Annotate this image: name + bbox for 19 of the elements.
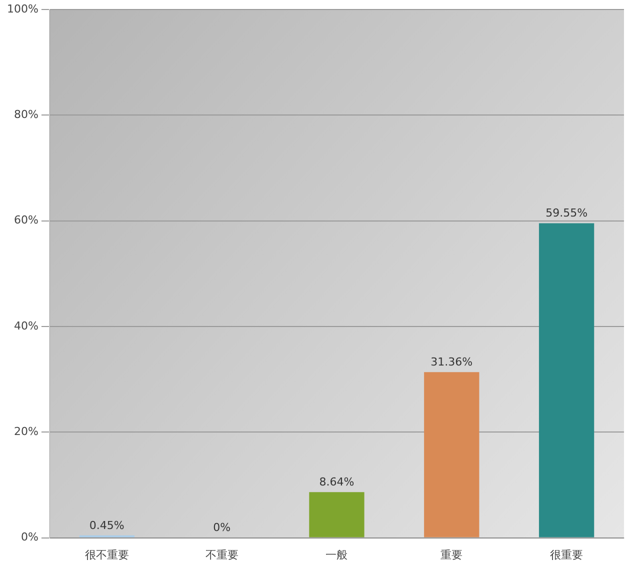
bar — [309, 492, 364, 538]
data-label: 0.45% — [89, 518, 124, 532]
data-label: 31.36% — [430, 356, 473, 369]
data-label: 59.55% — [546, 206, 588, 220]
y-tick-label: 100% — [6, 2, 38, 16]
x-tick-label: 很不重要 — [84, 548, 129, 562]
x-tick-label: 重要 — [440, 548, 463, 562]
x-tick-label: 很重要 — [550, 548, 584, 562]
y-tick-label: 60% — [14, 214, 38, 227]
x-tick-label: 不重要 — [205, 548, 238, 562]
data-label: 8.64% — [319, 476, 354, 489]
y-tick-label: 0% — [20, 530, 38, 544]
y-tick-label: 20% — [14, 425, 38, 438]
bar — [538, 223, 594, 538]
bar — [424, 372, 480, 538]
x-tick-label: 一般 — [326, 548, 348, 562]
data-label: 0% — [213, 521, 231, 534]
y-tick-label: 40% — [14, 319, 38, 332]
y-tick-label: 80% — [14, 108, 38, 122]
